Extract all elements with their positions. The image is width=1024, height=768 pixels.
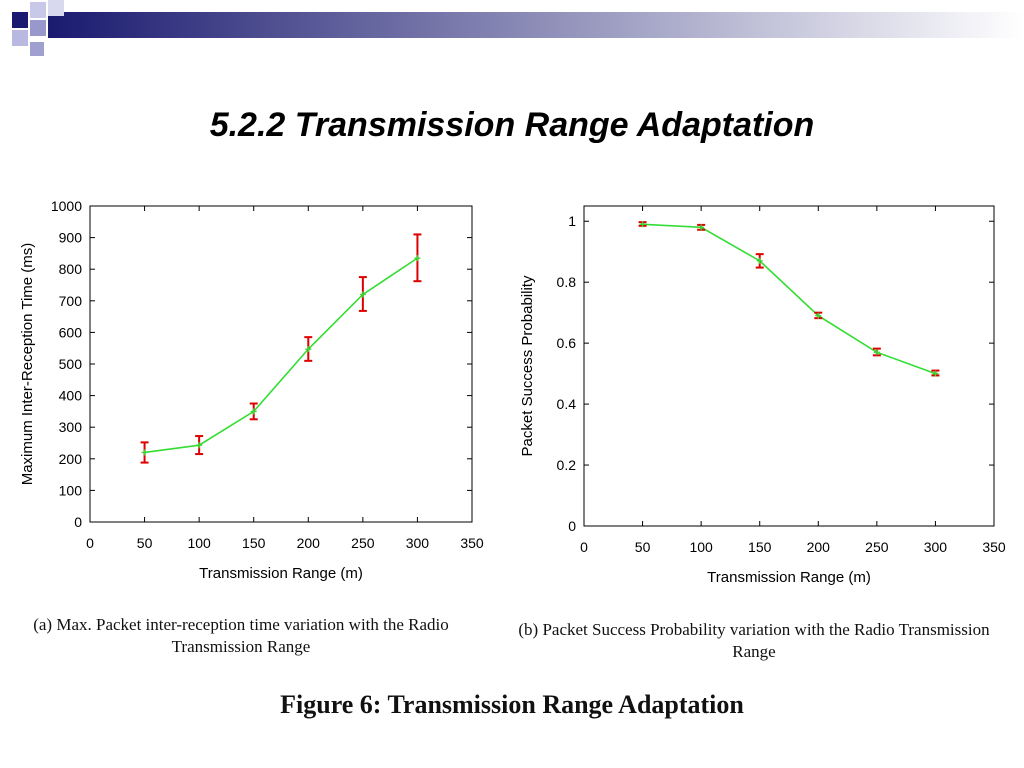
- x-tick-label: 0: [86, 535, 94, 551]
- x-axis-label: Transmission Range (m): [199, 565, 363, 582]
- x-tick-label: 250: [865, 539, 889, 555]
- plot-frame: [583, 205, 995, 527]
- data-point: [698, 224, 705, 231]
- chart-a: 0 50 100 150 200 250 300 350 0 100 200 300 400 500 600…: [19, 198, 484, 582]
- y-tick-label: 1000: [51, 198, 82, 214]
- x-tick-label: 100: [187, 535, 211, 551]
- y-tick-label: 200: [59, 451, 83, 467]
- data-point: [815, 312, 822, 319]
- header-gradient-bar: [48, 12, 1024, 38]
- data-point: [414, 255, 421, 262]
- header-square: [30, 2, 46, 18]
- y-tick-label: 0.6: [557, 335, 577, 351]
- x-tick-label: 150: [242, 535, 266, 551]
- series-line: [144, 257, 418, 454]
- plot-frame: [89, 205, 473, 523]
- y-tick-label: 300: [59, 419, 83, 435]
- y-tick-label: 100: [59, 482, 83, 498]
- header-square: [12, 12, 28, 28]
- header-square: [48, 0, 64, 16]
- x-tick-label: 250: [351, 535, 375, 551]
- x-tick-label: 300: [406, 535, 430, 551]
- figure-caption: Figure 6: Transmission Range Adaptation: [280, 690, 744, 719]
- x-tick-label: 0: [580, 539, 588, 555]
- x-tick-label: 100: [689, 539, 713, 555]
- data-point: [873, 349, 880, 356]
- header-decoration: [12, 0, 1024, 56]
- x-tick-label: 200: [807, 539, 831, 555]
- header-square: [30, 20, 46, 36]
- y-tick-label: 900: [59, 230, 83, 246]
- header-square: [12, 30, 28, 46]
- x-tick-label: 50: [635, 539, 651, 555]
- y-axis-label: Packet Success Probability: [519, 275, 536, 456]
- x-tick-label: 350: [460, 535, 484, 551]
- chart-b-caption: (b) Packet Success Probability variation…: [518, 620, 990, 661]
- data-point: [932, 370, 939, 377]
- chart-a-caption: (a) Max. Packet inter-reception time var…: [33, 615, 449, 656]
- y-tick-label: 0: [568, 518, 576, 534]
- data-point: [305, 346, 312, 353]
- series-line: [642, 223, 936, 375]
- x-tick-label: 300: [924, 539, 948, 555]
- data-point: [196, 442, 203, 449]
- data-point: [250, 408, 257, 415]
- header-square: [30, 42, 44, 56]
- x-tick-label: 50: [137, 535, 153, 551]
- y-tick-label: 0.4: [557, 396, 577, 412]
- chart-b: 0 50 100 150 200 250 300 350 0 0.2 0.4 0.6 0.8 1 Trans…: [519, 205, 1006, 586]
- y-tick-label: 800: [59, 261, 83, 277]
- y-tick-label: 0: [74, 514, 82, 530]
- y-tick-label: 700: [59, 293, 83, 309]
- data-point: [756, 257, 763, 264]
- x-tick-label: 150: [748, 539, 772, 555]
- data-point: [141, 449, 148, 456]
- data-point: [359, 291, 366, 298]
- x-tick-label: 350: [982, 539, 1006, 555]
- y-tick-label: 500: [59, 356, 83, 372]
- x-axis-label: Transmission Range (m): [707, 569, 871, 586]
- y-tick-label: 600: [59, 324, 83, 340]
- y-tick-label: 1: [568, 213, 576, 229]
- data-point: [639, 221, 646, 228]
- y-tick-label: 0.2: [557, 457, 577, 473]
- y-tick-label: 0.8: [557, 274, 577, 290]
- slide-title: 5.2.2 Transmission Range Adaptation: [209, 106, 815, 144]
- x-tick-label: 200: [297, 535, 321, 551]
- y-axis-label: Maximum Inter-Reception Time (ms): [19, 243, 36, 486]
- y-tick-label: 400: [59, 388, 83, 404]
